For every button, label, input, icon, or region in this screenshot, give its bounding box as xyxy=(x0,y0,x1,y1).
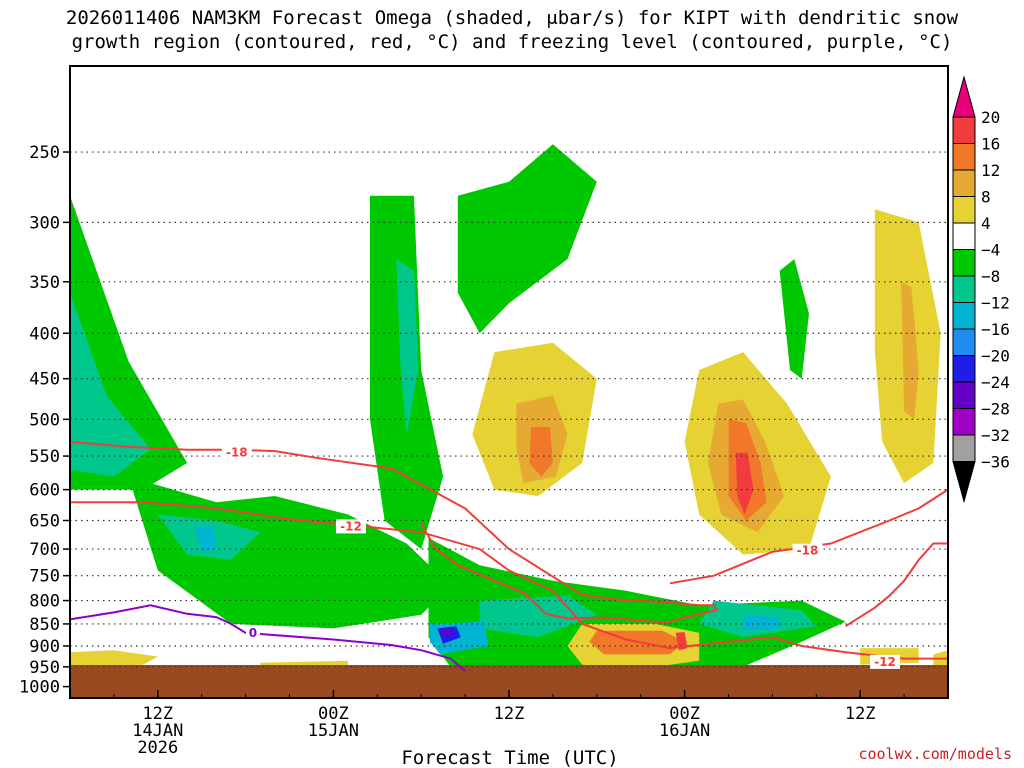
colorbar-bin xyxy=(952,434,976,462)
y-tick-label: 750 xyxy=(29,567,60,587)
colorbar-bin xyxy=(952,222,976,250)
contour-label: 0 xyxy=(249,626,257,640)
colorbar-bin xyxy=(952,249,976,277)
omega-area-4 xyxy=(194,526,217,552)
colorbar-bin xyxy=(952,116,976,144)
y-axis: 2503003504004505005506006507007508008509… xyxy=(19,143,70,698)
colorbar-label: 16 xyxy=(981,135,1000,154)
y-tick-label: 850 xyxy=(29,615,60,635)
plot-area: -18 -12 -18 -12 0 xyxy=(69,65,949,699)
contour-label-bg xyxy=(792,543,823,558)
x-tick-label: 2026 xyxy=(137,738,178,758)
x-tick-label: 16JAN xyxy=(659,721,710,741)
colorbar-bin xyxy=(952,196,976,224)
omega-area-22 xyxy=(735,452,754,515)
contour-label-bg xyxy=(245,625,260,640)
colorbar-label: 8 xyxy=(981,188,991,207)
y-tick-label: 800 xyxy=(29,592,60,612)
contour-dgz-minus-12-b xyxy=(845,542,948,628)
y-tick-label: 250 xyxy=(29,143,60,163)
credit-text: coolwx.com/models xyxy=(858,745,1012,763)
omega-area-8 xyxy=(428,537,846,673)
chart-title-line-2: growth region (contoured, red, °C) and f… xyxy=(72,31,953,53)
chart-title-line-1: 2026011406 NAM3KM Forecast Omega (shaded… xyxy=(66,7,959,29)
colorbar-label: −24 xyxy=(981,373,1010,392)
contour-label-bg xyxy=(335,519,366,534)
omega-area-1 xyxy=(70,292,151,477)
y-tick-label: 650 xyxy=(29,511,60,531)
omega-area-14 xyxy=(440,628,452,637)
colorbar-bin xyxy=(952,143,976,171)
y-tick-label: 950 xyxy=(29,658,60,678)
colorbar-bin xyxy=(952,408,976,436)
x-tick-label: 12Z xyxy=(494,704,525,724)
colorbar-bin xyxy=(952,381,976,409)
contour-dgz-minus-12 xyxy=(70,501,948,660)
contour-dgz-minus-18-b xyxy=(669,488,949,585)
y-tick-label: 400 xyxy=(29,324,60,344)
y-tick-label: 550 xyxy=(29,447,60,467)
colorbar-label: 4 xyxy=(981,214,991,233)
omega-area-28 xyxy=(70,650,158,667)
contour-label: -12 xyxy=(340,519,362,533)
x-tick-label: 00Z xyxy=(318,704,349,724)
colorbar-label: −28 xyxy=(981,400,1010,419)
omega-area-6 xyxy=(396,259,419,435)
contour-label: -18 xyxy=(797,544,819,558)
x-tick-label: 15JAN xyxy=(308,721,359,741)
colorbar-label: −8 xyxy=(981,267,1000,286)
y-tick-label: 700 xyxy=(29,540,60,560)
y-tick-label: 350 xyxy=(29,273,60,293)
colorbar: 20 16 12 8 4 −4 −8 −12 −16 −20 −24 −28 −32 −36 xyxy=(952,75,1010,504)
x-tick-label: 14JAN xyxy=(132,721,183,741)
omega-shading xyxy=(70,144,948,673)
x-tick-label: 12Z xyxy=(142,704,173,724)
x-tick-label: 12Z xyxy=(845,704,876,724)
colorbar-label: −32 xyxy=(981,426,1010,445)
colorbar-bin xyxy=(952,275,976,303)
y-tick-label: 600 xyxy=(29,481,60,501)
colorbar-label: −36 xyxy=(981,453,1010,472)
colorbar-bin xyxy=(952,328,976,356)
y-tick-label: 300 xyxy=(29,213,60,233)
contour-label: -18 xyxy=(226,446,248,460)
y-tick-label: 1000 xyxy=(19,678,60,698)
y-tick-label: 450 xyxy=(29,370,60,390)
omega-area-2 xyxy=(128,476,451,629)
contour-label-bg xyxy=(221,445,252,460)
x-axis-label: Forecast Time (UTC) xyxy=(401,747,618,768)
omega-area-15 xyxy=(779,259,809,379)
colorbar-label: 12 xyxy=(981,161,1000,180)
y-tick-label: 900 xyxy=(29,637,60,657)
colorbar-bin xyxy=(952,169,976,197)
colorbar-label: 20 xyxy=(981,108,1000,127)
colorbar-label: −20 xyxy=(981,347,1010,366)
colorbar-label: −12 xyxy=(981,294,1010,313)
omega-area-18 xyxy=(529,427,553,477)
contour-label-bg xyxy=(870,654,901,669)
colorbar-bin xyxy=(952,302,976,330)
omega-area-24 xyxy=(901,281,919,420)
y-tick-label: 500 xyxy=(29,410,60,430)
colorbar-bin xyxy=(952,355,976,383)
omega-area-11 xyxy=(743,614,780,631)
contour-freezing-level-0C xyxy=(69,604,466,672)
contours: -18 -12 -18 -12 0 xyxy=(69,440,949,672)
colorbar-bottom-arrow xyxy=(952,461,976,504)
colorbar-top-arrow xyxy=(952,75,976,118)
contour-dgz-minus-18 xyxy=(69,440,719,624)
colorbar-label: −16 xyxy=(981,320,1010,339)
colorbar-label: −4 xyxy=(981,241,1000,260)
x-tick-label: 00Z xyxy=(669,704,700,724)
contour-label: -12 xyxy=(874,655,896,669)
omega-area-7 xyxy=(457,144,597,334)
